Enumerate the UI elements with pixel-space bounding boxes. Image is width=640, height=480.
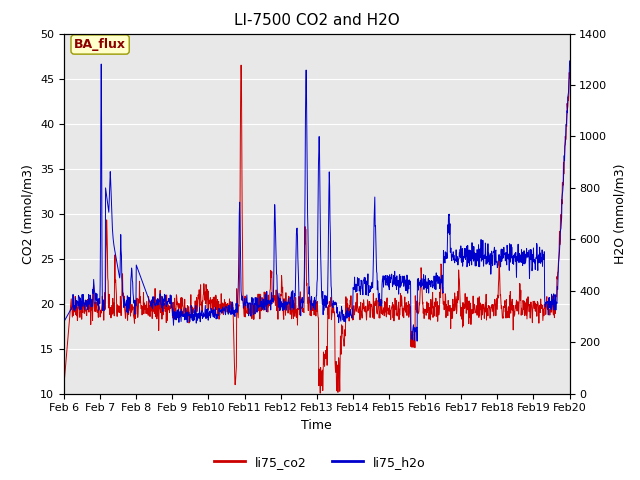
Title: LI-7500 CO2 and H2O: LI-7500 CO2 and H2O	[234, 13, 399, 28]
Legend: li75_co2, li75_h2o: li75_co2, li75_h2o	[209, 451, 431, 474]
Text: BA_flux: BA_flux	[74, 38, 126, 51]
X-axis label: Time: Time	[301, 419, 332, 432]
Y-axis label: H2O (mmol/m3): H2O (mmol/m3)	[613, 163, 626, 264]
Y-axis label: CO2 (mmol/m3): CO2 (mmol/m3)	[22, 164, 35, 264]
